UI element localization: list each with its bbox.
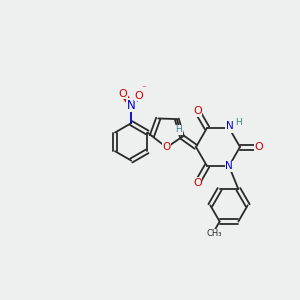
Text: N: N <box>127 99 136 112</box>
Text: N: N <box>225 161 233 171</box>
Text: O: O <box>255 142 263 152</box>
Text: O: O <box>119 89 128 99</box>
Text: CH₃: CH₃ <box>207 229 222 238</box>
Text: ⁻: ⁻ <box>142 84 147 93</box>
Text: O: O <box>193 106 202 116</box>
Text: O: O <box>193 178 202 188</box>
Text: H: H <box>225 123 233 133</box>
Text: H: H <box>235 118 242 127</box>
Text: H: H <box>176 125 182 134</box>
Text: O: O <box>135 91 144 101</box>
Text: O: O <box>162 142 171 152</box>
Text: +: + <box>133 95 140 104</box>
Text: N: N <box>226 121 234 131</box>
